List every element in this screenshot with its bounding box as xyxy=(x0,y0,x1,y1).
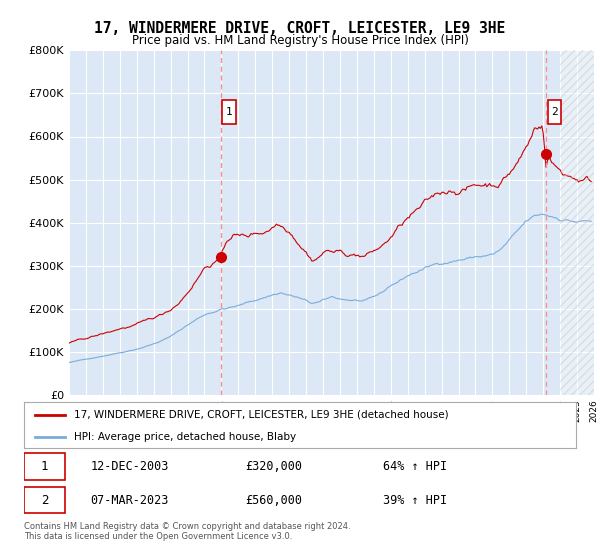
Text: 17, WINDERMERE DRIVE, CROFT, LEICESTER, LE9 3HE: 17, WINDERMERE DRIVE, CROFT, LEICESTER, … xyxy=(94,21,506,36)
Text: 2: 2 xyxy=(551,108,558,118)
Text: 2: 2 xyxy=(41,494,49,507)
Text: 64% ↑ HPI: 64% ↑ HPI xyxy=(383,460,447,473)
FancyBboxPatch shape xyxy=(222,100,236,124)
Bar xyxy=(560,50,594,395)
Text: 1: 1 xyxy=(41,460,49,473)
Text: 17, WINDERMERE DRIVE, CROFT, LEICESTER, LE9 3HE (detached house): 17, WINDERMERE DRIVE, CROFT, LEICESTER, … xyxy=(74,410,448,420)
Text: 07-MAR-2023: 07-MAR-2023 xyxy=(90,494,169,507)
Text: Contains HM Land Registry data © Crown copyright and database right 2024.
This d: Contains HM Land Registry data © Crown c… xyxy=(24,522,350,542)
Text: 39% ↑ HPI: 39% ↑ HPI xyxy=(383,494,447,507)
Text: Price paid vs. HM Land Registry's House Price Index (HPI): Price paid vs. HM Land Registry's House … xyxy=(131,34,469,46)
FancyBboxPatch shape xyxy=(24,487,65,514)
FancyBboxPatch shape xyxy=(548,100,562,124)
Text: 12-DEC-2003: 12-DEC-2003 xyxy=(90,460,169,473)
Text: HPI: Average price, detached house, Blaby: HPI: Average price, detached house, Blab… xyxy=(74,432,296,441)
Text: 1: 1 xyxy=(226,108,232,118)
Text: £560,000: £560,000 xyxy=(245,494,302,507)
Bar xyxy=(560,50,594,395)
Bar xyxy=(560,50,594,395)
FancyBboxPatch shape xyxy=(24,454,65,480)
Text: £320,000: £320,000 xyxy=(245,460,302,473)
